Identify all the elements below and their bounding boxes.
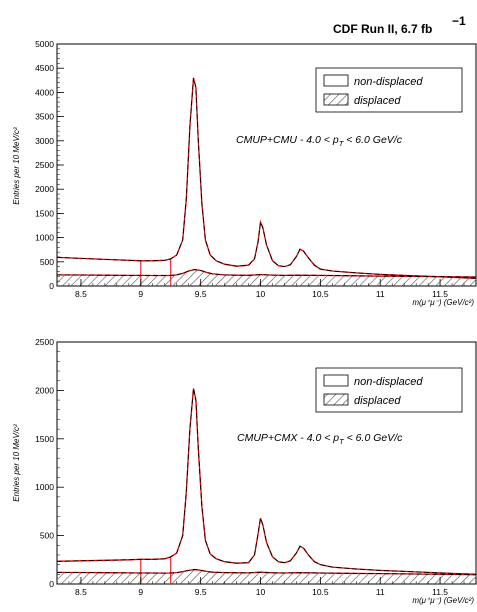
- legend-label-displaced: displaced: [354, 395, 401, 407]
- x-tick-label: 8.5: [75, 289, 87, 299]
- x-tick-label: 9: [138, 587, 143, 597]
- y-tick-label: 0: [49, 579, 54, 589]
- x-tick-label: 11.5: [432, 289, 448, 299]
- y-tick-label: 500: [40, 531, 54, 541]
- legend-swatch-displaced: [323, 93, 349, 106]
- y-axis-label: Entries per 10 MeV/c²: [12, 424, 21, 502]
- y-tick-label: 2000: [35, 385, 54, 395]
- y-tick-label: 2000: [35, 184, 54, 194]
- x-tick-label: 10.5: [312, 289, 329, 299]
- displaced-hatch-fill: [57, 269, 476, 286]
- legend-label-displaced: displaced: [354, 95, 401, 107]
- kinematic-cut-annotation: CMUP+CMU - 4.0 < pT < 6.0 GeV/c: [236, 134, 403, 148]
- y-tick-label: 4500: [35, 63, 54, 73]
- y-tick-label: 5000: [35, 39, 54, 49]
- legend-swatch-non-displaced: [323, 74, 349, 87]
- x-tick-label: 9.5: [195, 289, 207, 299]
- x-tick-label: 10.5: [312, 587, 329, 597]
- y-tick-label: 500: [40, 257, 54, 267]
- series-line-displaced: [56, 569, 477, 576]
- y-tick-label: 0: [49, 281, 54, 291]
- legend-swatch-displaced: [323, 393, 349, 406]
- axis-ticks: 8.5 9 9.5 10 10.5 11 11.5 0 500 1000 1500 2000 2500 3…: [35, 39, 477, 299]
- legend-swatch-non-displaced: [323, 374, 349, 387]
- x-tick-label: 9.5: [195, 587, 207, 597]
- series-line-non-displaced: [56, 77, 477, 279]
- x-axis-label: m(μ⁺μ⁻) (GeV/c²): [412, 298, 474, 307]
- x-tick-label: 10: [256, 587, 266, 597]
- x-tick-label: 11: [376, 587, 385, 597]
- x-tick-label: 9: [138, 289, 143, 299]
- y-tick-label: 1000: [35, 482, 54, 492]
- y-tick-label: 4000: [35, 87, 54, 97]
- y-tick-label: 2500: [35, 160, 54, 170]
- y-axis-label: Entries per 10 MeV/c²: [12, 127, 21, 205]
- series-layer: [56, 77, 477, 279]
- y-tick-label: 1500: [35, 434, 54, 444]
- x-tick-label: 8.5: [75, 587, 87, 597]
- legend: non-displaced displaced: [315, 367, 463, 413]
- experiment-label: CDF Run II, 6.7 fb: [333, 22, 432, 36]
- x-tick-label: 10: [256, 289, 266, 299]
- y-tick-label: 3500: [35, 112, 54, 122]
- axis-ticks: 8.5 9 9.5 10 10.5 11 11.5 0 500 1000 1500 2000 2500: [35, 337, 477, 597]
- series-line-displaced: [56, 269, 477, 278]
- legend: non-displaced displaced: [315, 67, 463, 113]
- y-tick-label: 1500: [35, 208, 54, 218]
- series-layer: [56, 388, 477, 576]
- bottom-panel: 8.5 9 9.5 10 10.5 11 11.505001000150020002500 …: [12, 337, 477, 605]
- kinematic-cut-annotation: CMUP+CMX - 4.0 < pT < 6.0 GeV/c: [237, 432, 403, 446]
- series-line-non-displaced: [56, 388, 477, 575]
- displaced-area: [57, 269, 476, 286]
- top-panel: 8.5 9 9.5 10 10.5 11 11.5 0 500 1000 1500 2000 2500 3…: [12, 39, 477, 307]
- legend-label-non-displaced: non-displaced: [354, 76, 423, 88]
- lumi-superscript: −1: [452, 14, 466, 28]
- y-tick-label: 2500: [35, 337, 54, 347]
- x-tick-label: 11.5: [432, 587, 448, 597]
- x-tick-label: 11: [376, 289, 385, 299]
- legend-label-non-displaced: non-displaced: [354, 376, 423, 388]
- y-tick-label: 1000: [35, 233, 54, 243]
- x-axis-label: m(μ⁺μ⁻) (GeV/c²): [412, 596, 474, 605]
- y-tick-label: 3000: [35, 136, 54, 146]
